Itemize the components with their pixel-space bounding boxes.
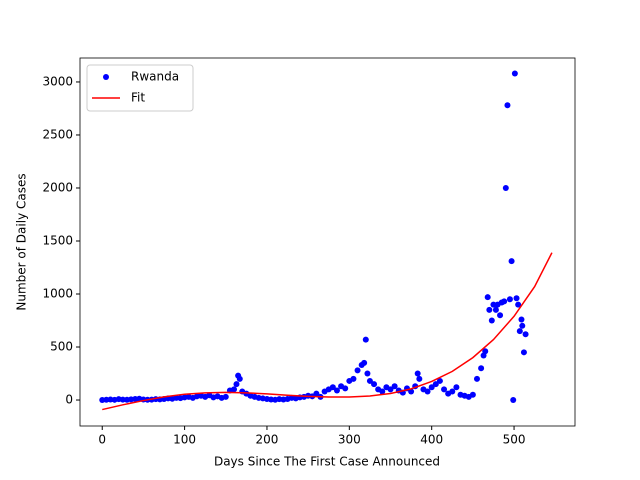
data-point [482,348,489,355]
data-point [497,312,504,319]
data-point [333,387,340,394]
y-tick-label: 2500 [42,127,73,141]
data-point [484,294,491,301]
plot-frame [79,57,576,427]
legend-marker [103,74,109,80]
data-point [441,386,448,393]
data-point [486,306,493,313]
y-tick-label: 2000 [42,180,73,194]
data-point [501,298,508,305]
data-point [354,367,361,374]
data-point [506,296,513,303]
data-point [449,388,456,395]
data-point [516,328,523,335]
data-point [428,384,435,391]
data-point [342,385,349,392]
data-point [510,397,517,404]
legend-label: Fit [131,91,145,105]
data-point [416,375,423,382]
data-point [364,370,371,377]
y-tick-label: 500 [50,340,73,354]
y-tick-label: 3000 [42,74,73,88]
data-point [391,383,398,390]
data-point [387,386,394,393]
data-point [408,388,415,395]
x-axis-label: Days Since The First Case Announced [214,455,440,469]
data-point [490,301,497,308]
data-point [362,336,369,343]
fit-line [102,252,553,411]
data-point [473,375,480,382]
y-tick-label: 1500 [42,233,73,247]
data-point [350,375,357,382]
x-tick-label: 100 [173,433,196,447]
data-point [313,390,320,397]
data-point [236,375,243,382]
data-point [371,381,378,388]
data-point [511,70,518,77]
data-point [478,365,485,372]
x-tick-label: 300 [338,433,361,447]
data-point [366,377,373,384]
data-point [504,102,511,109]
data-point [522,331,529,338]
data-point [414,370,421,377]
data-point [233,381,240,388]
data-point [379,388,386,395]
data-point [515,301,522,308]
data-point [329,384,336,391]
data-point [222,393,229,400]
data-point [361,359,368,366]
data-point [520,349,527,356]
data-point [492,306,499,313]
data-point [432,381,439,388]
y-tick-label: 1000 [42,287,73,301]
data-point [436,377,443,384]
data-point [519,322,526,329]
data-point [469,391,476,398]
y-tick-label: 0 [65,393,73,407]
data-point [518,316,525,323]
data-point [513,295,520,302]
x-tick-label: 0 [98,433,106,447]
x-tick-label: 200 [256,433,279,447]
x-tick-label: 500 [503,433,526,447]
y-axis-label: Number of Daily Cases [15,173,29,310]
data-point [502,184,509,191]
data-point [488,317,495,324]
data-point [508,258,515,265]
legend-box [86,64,194,112]
x-tick-label: 400 [420,433,443,447]
data-point [453,384,460,391]
legend-label: Rwanda [131,70,179,84]
data-point [424,388,431,395]
data-point [231,386,238,393]
